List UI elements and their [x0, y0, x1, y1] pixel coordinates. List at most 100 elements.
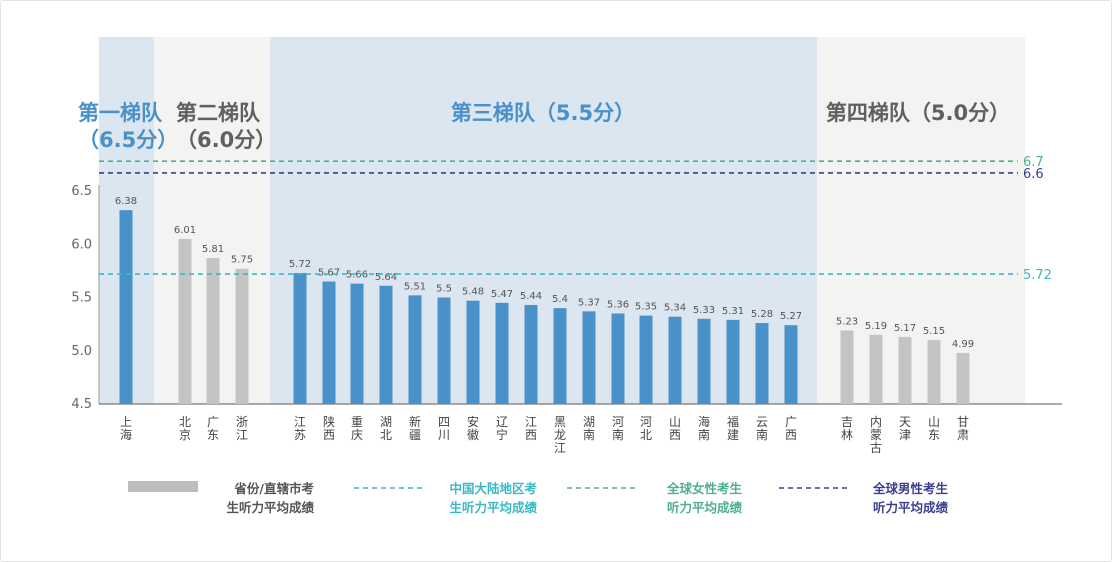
x-tick-label: 疆 [409, 428, 421, 442]
y-tick-label: 6.0 [71, 237, 92, 252]
bar [437, 297, 451, 404]
x-tick-label: 江 [236, 428, 248, 442]
x-tick-label: 河 [612, 415, 624, 429]
x-tick-label: 广 [785, 415, 797, 429]
bar-value-label: 5.35 [635, 302, 657, 313]
bar [611, 313, 625, 404]
bar-value-label: 5.75 [231, 255, 253, 266]
tier-label-tier3: 第三梯队（5.5分） [451, 101, 635, 125]
bar [178, 238, 192, 404]
x-tick-label: 海 [120, 427, 132, 442]
x-tick-label: 庆 [351, 428, 363, 442]
bar-value-label: 5.31 [722, 306, 744, 317]
x-tick-label: 四 [438, 415, 450, 429]
bar-value-label: 5.15 [923, 326, 945, 337]
bar [553, 308, 567, 404]
x-tick-label: 云 [756, 415, 768, 429]
x-tick-label: 广 [207, 415, 219, 429]
x-tick-label: 甘 [957, 415, 969, 429]
x-tick-label: 上 [120, 415, 132, 429]
bar [293, 273, 307, 404]
legend-label-province: 省份/直辖市考 [233, 481, 314, 496]
reference-label-female: 6.7 [1023, 155, 1044, 170]
legend-label-male: 全球男性考生 [872, 481, 949, 496]
tier-label-tier4: 第四梯队（5.0分） [826, 101, 1010, 125]
bar [322, 281, 336, 404]
x-tick-label: 宁 [496, 427, 508, 442]
x-tick-label: 重 [351, 415, 363, 429]
bar [639, 315, 653, 404]
bar-value-label: 5.5 [436, 284, 452, 295]
x-tick-label: 黑 [554, 415, 566, 429]
legend-label-mainland: 中国大陆地区考 [449, 481, 537, 496]
bar [697, 318, 711, 404]
y-tick-label: 6.5 [71, 184, 92, 199]
x-tick-label: 川 [438, 428, 450, 442]
x-tick-label: 西 [669, 428, 681, 442]
x-tick-label: 京 [179, 428, 191, 442]
x-tick-label: 西 [525, 428, 537, 442]
bar-value-label: 6.01 [174, 225, 196, 236]
y-tick-label: 5.5 [71, 291, 92, 306]
x-tick-label: 北 [380, 428, 392, 442]
x-tick-label: 浙 [236, 415, 248, 429]
y-tick-label: 5.0 [71, 344, 92, 359]
x-tick-label: 肃 [957, 428, 969, 442]
x-tick-label: 南 [756, 427, 768, 442]
tier-label-tier1: 第一梯队 [78, 101, 163, 125]
bar [755, 323, 769, 404]
bar-value-label: 5.72 [289, 259, 311, 270]
x-tick-label: 古 [870, 440, 882, 455]
x-tick-label: 南 [698, 427, 710, 442]
x-tick-label: 南 [612, 427, 624, 442]
legend-sublabel-province: 生听力平均成绩 [226, 500, 314, 515]
bar [495, 302, 509, 404]
x-tick-label: 西 [785, 428, 797, 442]
x-tick-label: 湖 [380, 414, 392, 429]
reference-label-mainland: 5.72 [1023, 268, 1052, 283]
x-tick-label: 山 [669, 415, 681, 429]
bar [840, 330, 854, 404]
x-tick-label: 南 [583, 427, 595, 442]
legend-sublabel-female: 听力平均成绩 [667, 500, 743, 515]
x-tick-label: 徽 [467, 427, 479, 442]
bar-value-label: 5.66 [346, 270, 368, 281]
tier-sublabel-tier1: （6.5分） [78, 128, 178, 152]
bar [668, 316, 682, 404]
bar [784, 325, 798, 404]
x-tick-label: 林 [841, 428, 853, 442]
tier-sublabel-tier2: （6.0分） [176, 128, 276, 152]
bar [898, 336, 912, 404]
x-tick-label: 西 [323, 428, 335, 442]
bar [235, 268, 249, 404]
bar-value-label: 5.36 [607, 299, 629, 310]
bar-value-label: 5.4 [552, 294, 568, 305]
x-tick-label: 北 [640, 428, 652, 442]
y-tick-label: 4.5 [71, 397, 92, 412]
bar [379, 285, 393, 404]
x-tick-label: 湖 [583, 414, 595, 429]
x-tick-label: 辽 [496, 415, 508, 429]
legend-swatch-province [128, 481, 198, 492]
x-tick-label: 内 [870, 415, 882, 429]
x-tick-label: 江 [554, 441, 566, 455]
legend-label-female: 全球女性考生 [666, 481, 743, 496]
tier-label-tier2: 第二梯队 [176, 101, 261, 125]
bar-value-label: 5.27 [780, 311, 802, 322]
x-tick-label: 苏 [294, 428, 306, 442]
bar-value-label: 5.48 [462, 287, 484, 298]
bar [582, 311, 596, 404]
x-tick-label: 陕 [323, 414, 335, 429]
x-tick-label: 吉 [841, 415, 853, 429]
bar [408, 295, 422, 404]
bar [350, 283, 364, 404]
x-tick-label: 安 [467, 414, 479, 429]
x-tick-label: 北 [179, 415, 191, 429]
x-tick-label: 河 [640, 415, 652, 429]
bar-value-label: 5.64 [375, 272, 397, 283]
bar [119, 210, 133, 404]
x-tick-label: 蒙 [870, 428, 882, 442]
bar-value-label: 5.23 [836, 317, 858, 328]
bar-value-label: 5.34 [664, 303, 686, 314]
